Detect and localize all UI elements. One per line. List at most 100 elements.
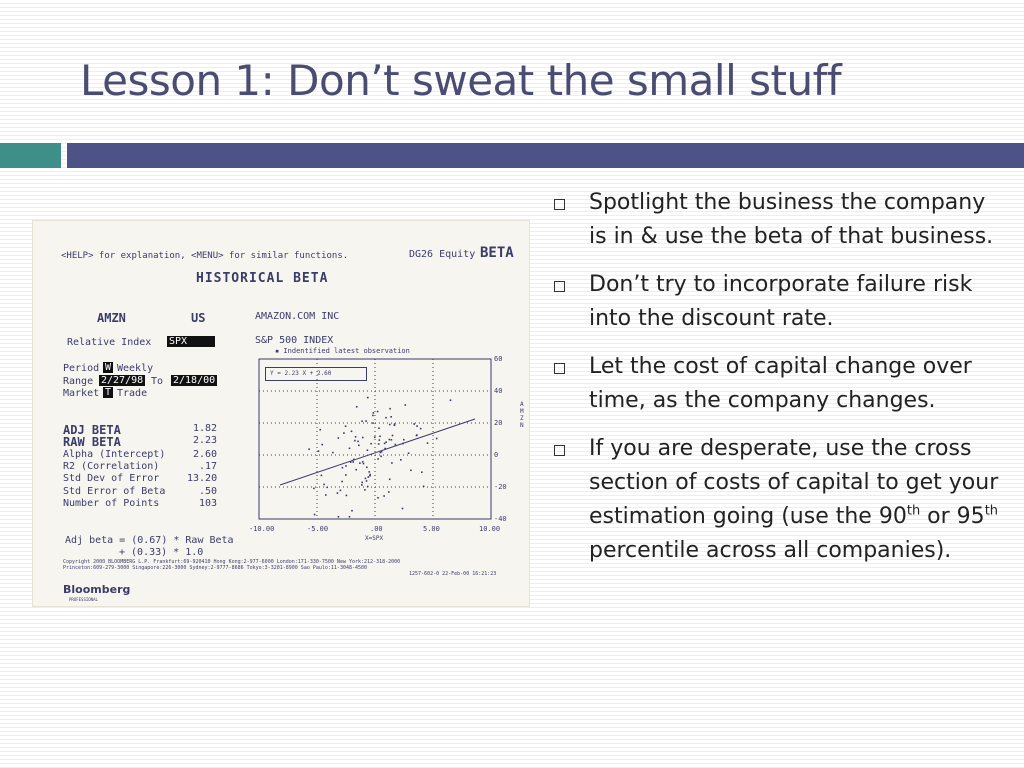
scatter-point [361, 461, 364, 463]
std-error-beta-label: Std Error of Beta [63, 486, 166, 497]
scatter-point [449, 399, 452, 401]
function-name: BETA [480, 245, 514, 261]
slide-title: Lesson 1: Don’t sweat the small stuff [80, 56, 842, 105]
scatter-point [337, 516, 340, 518]
bullet-text: Let the cost of capital change over time… [589, 354, 972, 413]
scatter-point [374, 436, 376, 438]
scatter-point [345, 474, 347, 476]
scatter-point [366, 449, 369, 451]
scatter-point [367, 476, 370, 478]
scatter-point [337, 437, 340, 439]
scatter-point [354, 439, 356, 442]
scatter-point [348, 447, 351, 450]
bullet-text: Don’t try to incorporate failure risk in… [589, 272, 973, 331]
scatter-point [341, 466, 344, 469]
scatter-point [377, 443, 380, 445]
scatter-point [407, 452, 410, 454]
bullet-text-part: If you are desperate, use the cross sect… [589, 436, 999, 529]
scatter-point [404, 404, 407, 406]
scatter-point [388, 491, 390, 493]
scatter-point [380, 450, 383, 453]
scatter-point [367, 396, 369, 399]
scatter-points [308, 396, 452, 518]
scatter-point [385, 416, 387, 419]
scatter-point [421, 471, 423, 473]
scatter-point [361, 481, 363, 484]
scatter-point [393, 423, 396, 425]
bullet-list: Spotlight the business the company is in… [552, 186, 1002, 582]
scatter-point [361, 420, 363, 422]
scatter-point [393, 424, 396, 427]
scatter-point [377, 497, 379, 499]
scatter-point [390, 439, 393, 441]
scatter-point [323, 483, 325, 486]
r2-value: .17 [198, 461, 217, 472]
scatter-point [413, 423, 415, 425]
scatter-point [344, 425, 347, 427]
scatter-point [341, 480, 343, 483]
scatter-point [391, 462, 393, 464]
x-tick-label: -10.00 [249, 525, 275, 533]
y-tick-label: 40 [494, 387, 503, 395]
scatter-point [416, 425, 418, 427]
superscript: th [984, 503, 999, 519]
title-rule-left [0, 143, 61, 168]
scatter-point [383, 442, 386, 445]
scatter-point [389, 423, 391, 426]
scatter-point [313, 487, 315, 490]
scatter-point [401, 507, 404, 510]
scatter-point [370, 442, 372, 445]
regression-line [279, 418, 476, 486]
y-tick-label: -40 [494, 515, 507, 523]
scatter-point [403, 438, 405, 441]
scatter-point [359, 462, 361, 464]
adj-formula-line-2: + (0.33) * 1.0 [119, 547, 204, 558]
country: US [191, 311, 206, 325]
scatter-point [365, 480, 368, 482]
scatter-point [369, 475, 371, 477]
square-bullet-icon [554, 281, 565, 292]
scatter-point [313, 513, 316, 516]
bloomberg-logo: Bloomberg [63, 583, 131, 596]
scatter-point [384, 447, 386, 450]
raw-beta-label: RAW BETA [63, 435, 121, 449]
scatter-point [391, 434, 394, 437]
std-dev-error-label: Std Dev of Error [63, 473, 160, 484]
x-tick-label: 5.00 [423, 525, 440, 533]
market-text: Trade [117, 388, 148, 399]
scatter-point [345, 494, 348, 497]
scatter-point [326, 486, 328, 489]
scatter-point [339, 489, 342, 492]
latest-observation-note: ▪ Indentified latest observation [275, 347, 410, 355]
adj-beta-value: 1.82 [193, 423, 218, 434]
scatter-point [388, 478, 391, 481]
ticker: AMZN [97, 311, 126, 325]
bullet-text: If you are desperate, use the cross sect… [589, 432, 1002, 568]
scatter-point [351, 509, 353, 512]
scatter-point [419, 427, 422, 430]
company-name: AMAZON.COM INC [255, 311, 340, 322]
plot-grid [259, 359, 491, 519]
scatter-point [319, 428, 321, 431]
regression-equation: Y = 2.23 X + 2.60 [265, 367, 367, 381]
bullet-item: Let the cost of capital change over time… [552, 350, 1002, 418]
scatter-point [426, 442, 429, 444]
beta-scatter-plot [258, 358, 492, 520]
scatter-point [376, 410, 379, 413]
bullet-text-part: percentile across all companies). [589, 538, 952, 563]
x-tick-label: .00 [370, 525, 383, 533]
relative-index-label: Relative Index [67, 337, 152, 348]
range-from: 2/27/98 [99, 375, 146, 386]
alpha-label: Alpha (Intercept) [63, 449, 166, 460]
scatter-point [390, 416, 392, 418]
scatter-point [364, 489, 366, 491]
scatter-point [372, 414, 374, 417]
square-bullet-icon [554, 363, 565, 374]
scatter-point [372, 412, 375, 414]
scatter-point [364, 477, 367, 480]
period-value: W [103, 362, 114, 373]
x-tick-label: -5.00 [307, 525, 329, 533]
scatter-point [366, 485, 369, 488]
scatter-point [368, 471, 370, 473]
period-text: Weekly [117, 363, 154, 374]
